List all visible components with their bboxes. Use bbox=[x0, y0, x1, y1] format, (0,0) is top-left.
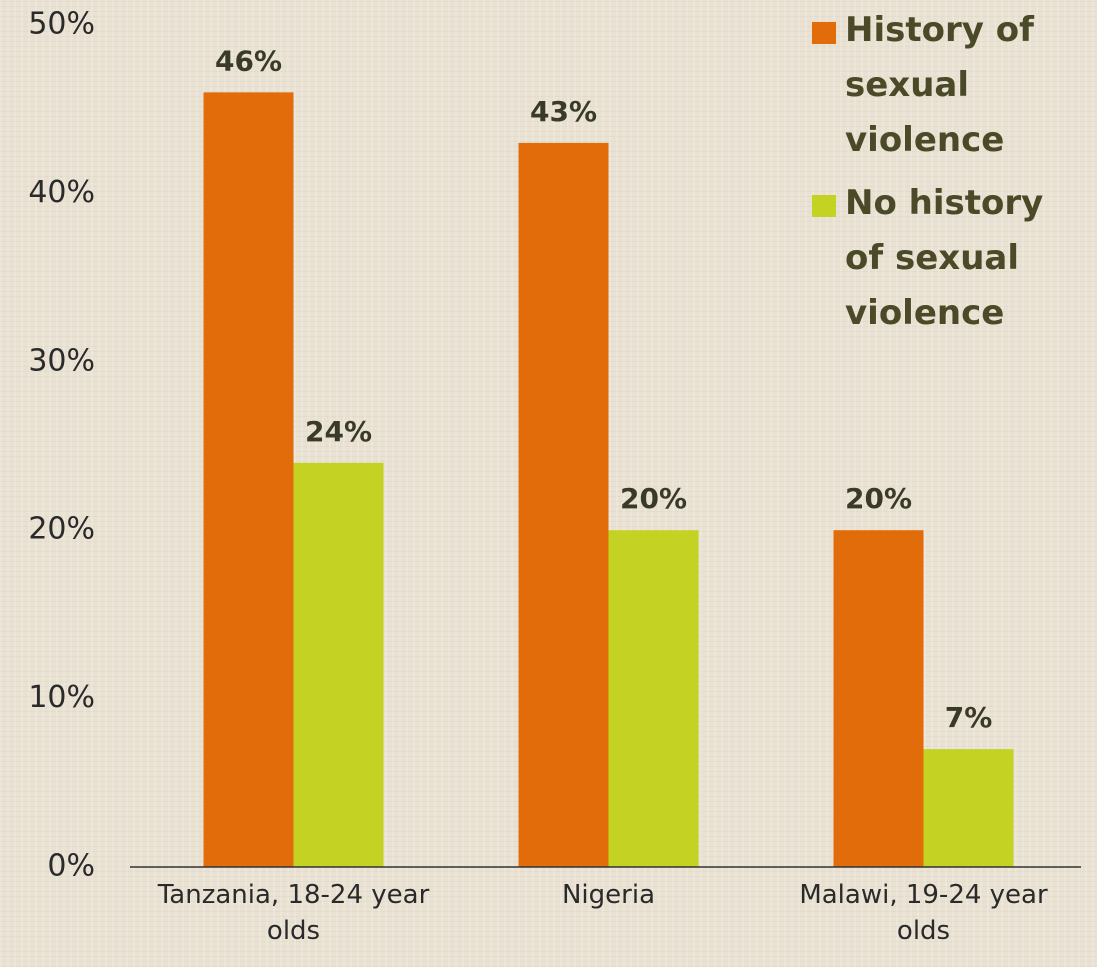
value-label: 46% bbox=[215, 44, 282, 77]
value-label: 20% bbox=[845, 482, 912, 515]
y-tick-label: 20% bbox=[28, 512, 95, 547]
bar bbox=[293, 462, 384, 867]
value-label: 24% bbox=[305, 415, 372, 448]
y-tick-label: 50% bbox=[28, 7, 95, 42]
y-tick-label: 10% bbox=[28, 680, 95, 715]
legend-swatch bbox=[812, 195, 836, 217]
bar bbox=[203, 92, 294, 868]
value-label: 20% bbox=[620, 482, 687, 515]
value-label: 7% bbox=[945, 701, 993, 734]
bar bbox=[518, 142, 609, 867]
y-tick-label: 30% bbox=[28, 343, 95, 378]
legend-label: No history of sexual violence bbox=[845, 183, 1044, 333]
y-tick-label: 40% bbox=[28, 175, 95, 210]
x-tick-label: Malawi, 19-24 year olds bbox=[799, 880, 1048, 946]
value-label: 43% bbox=[530, 95, 597, 128]
x-tick-label: Nigeria bbox=[561, 880, 656, 910]
bar bbox=[833, 530, 924, 867]
bar bbox=[923, 749, 1014, 867]
bar bbox=[608, 530, 699, 867]
y-tick-label: 0% bbox=[47, 849, 95, 884]
x-tick-label: Tanzania, 18-24 year olds bbox=[157, 880, 430, 946]
legend-swatch bbox=[812, 22, 836, 44]
legend-label: History of sexual violence bbox=[845, 10, 1034, 160]
